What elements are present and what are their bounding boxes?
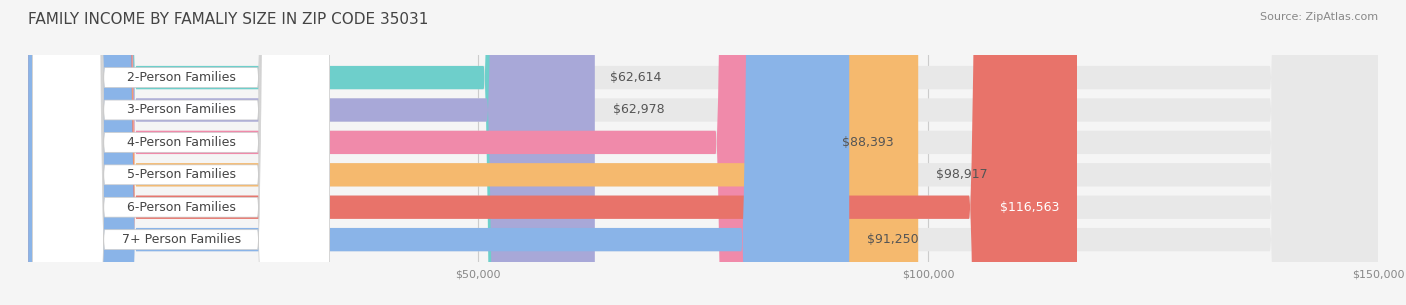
Text: $62,614: $62,614 (610, 71, 661, 84)
Text: 3-Person Families: 3-Person Families (127, 103, 236, 117)
FancyBboxPatch shape (28, 0, 595, 305)
Text: 4-Person Families: 4-Person Families (127, 136, 236, 149)
Text: 2-Person Families: 2-Person Families (127, 71, 236, 84)
FancyBboxPatch shape (32, 0, 329, 305)
FancyBboxPatch shape (28, 0, 1378, 305)
FancyBboxPatch shape (32, 0, 329, 305)
FancyBboxPatch shape (28, 0, 1378, 305)
Text: $116,563: $116,563 (1000, 201, 1059, 214)
Text: $98,917: $98,917 (936, 168, 988, 181)
FancyBboxPatch shape (32, 0, 329, 305)
Text: $88,393: $88,393 (842, 136, 893, 149)
FancyBboxPatch shape (28, 0, 849, 305)
FancyBboxPatch shape (28, 0, 1378, 305)
FancyBboxPatch shape (32, 0, 329, 305)
Text: FAMILY INCOME BY FAMALIY SIZE IN ZIP CODE 35031: FAMILY INCOME BY FAMALIY SIZE IN ZIP COD… (28, 12, 429, 27)
FancyBboxPatch shape (32, 0, 329, 305)
FancyBboxPatch shape (28, 0, 592, 305)
FancyBboxPatch shape (28, 0, 1077, 305)
Text: $62,978: $62,978 (613, 103, 665, 117)
Text: $91,250: $91,250 (868, 233, 920, 246)
Text: Source: ZipAtlas.com: Source: ZipAtlas.com (1260, 12, 1378, 22)
FancyBboxPatch shape (28, 0, 918, 305)
FancyBboxPatch shape (28, 0, 1378, 305)
FancyBboxPatch shape (28, 0, 1378, 305)
FancyBboxPatch shape (28, 0, 1378, 305)
Text: 5-Person Families: 5-Person Families (127, 168, 236, 181)
Text: 7+ Person Families: 7+ Person Families (121, 233, 240, 246)
FancyBboxPatch shape (28, 0, 824, 305)
Text: 6-Person Families: 6-Person Families (127, 201, 236, 214)
FancyBboxPatch shape (32, 0, 329, 305)
